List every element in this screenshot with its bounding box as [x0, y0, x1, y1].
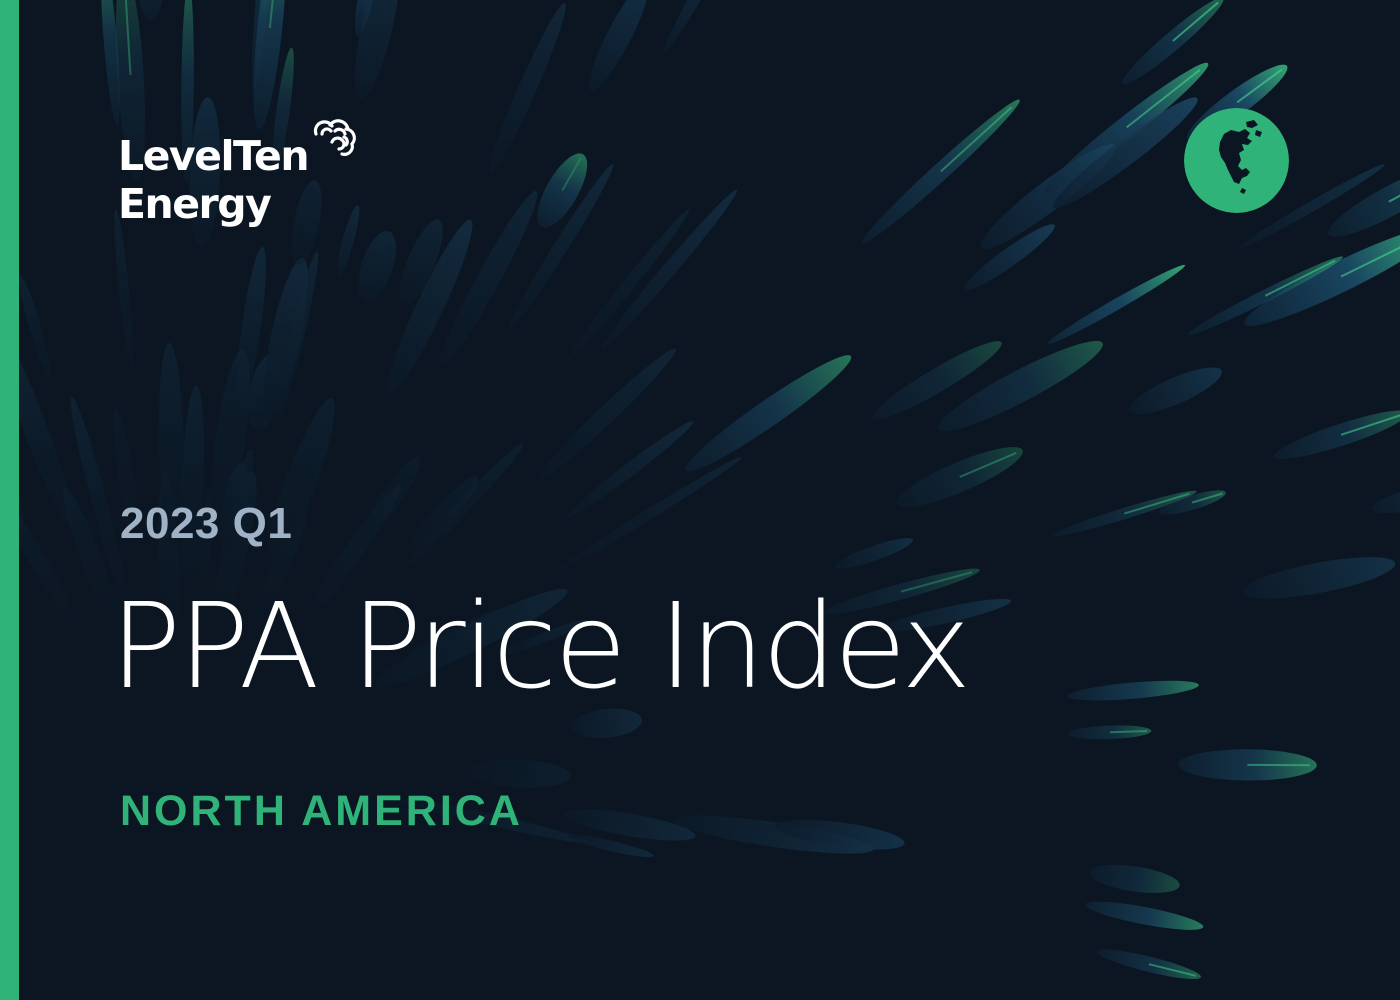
report-region: NORTH AMERICA — [120, 787, 523, 835]
left-accent-bar — [0, 0, 19, 1000]
report-period: 2023 Q1 — [120, 499, 293, 548]
report-title: PPA Price Index — [110, 577, 971, 715]
logo-wordmark-line2: Energy — [118, 180, 272, 228]
logo-wordmark-line1: LevelTen — [118, 132, 310, 180]
cloud-swirl-icon — [313, 119, 356, 156]
north-america-globe-icon — [1184, 108, 1289, 213]
levelten-energy-logo: LevelTen Energy — [118, 112, 378, 242]
